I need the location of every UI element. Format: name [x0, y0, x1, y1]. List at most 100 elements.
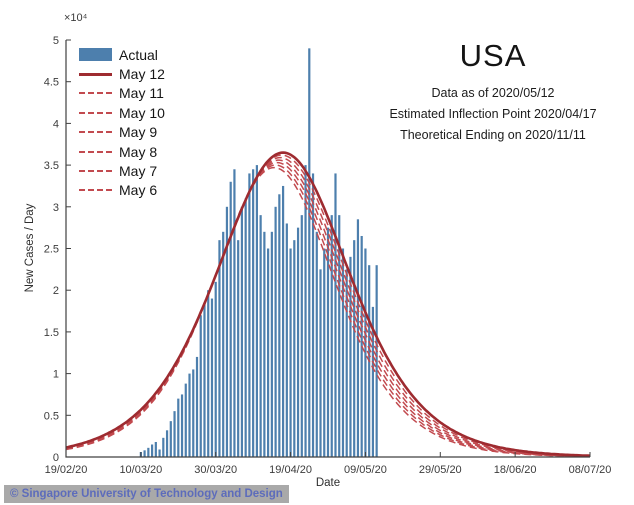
actual-bar [364, 248, 367, 457]
actual-bar [330, 215, 333, 457]
actual-bar [319, 269, 322, 457]
actual-bar [188, 373, 191, 457]
actual-bar [173, 411, 176, 457]
actual-bar [300, 215, 303, 457]
legend-item-may-7: May 7 [79, 161, 165, 180]
legend-item-may-8: May 8 [79, 142, 165, 161]
actual-bar [293, 240, 296, 457]
actual-bar [270, 231, 273, 457]
actual-bar [240, 206, 244, 457]
legend-label: May 12 [119, 66, 165, 83]
actual-bar [222, 231, 225, 457]
actual-bar [195, 356, 199, 457]
y-tick-label: 2.5 [44, 244, 59, 256]
actual-bar [323, 248, 326, 457]
legend-dashed-line-icon [79, 170, 112, 173]
model-curve-may-12 [65, 151, 591, 457]
actual-bar [252, 169, 255, 457]
legend-dashed-line-icon [79, 189, 112, 192]
actual-bar [177, 398, 180, 457]
actual-bar [334, 173, 337, 457]
model-curves [65, 151, 591, 458]
legend-label: May 7 [119, 163, 158, 180]
x-tick-label: 19/04/20 [269, 464, 312, 476]
actual-bar [229, 181, 232, 457]
actual-bar [244, 198, 247, 457]
legend-dashed-line-icon [79, 150, 112, 153]
x-tick-label: 30/03/20 [194, 464, 237, 476]
actual-bar [308, 48, 311, 458]
footer-watermark-text: © Singapore University of Technology and… [10, 488, 283, 500]
actual-bar [326, 227, 330, 457]
actual-bar [281, 185, 285, 457]
actual-bar [315, 231, 318, 457]
actual-bar [192, 369, 195, 457]
legend-label: May 6 [119, 182, 158, 199]
y-axis-label: New Cases / Day [24, 203, 36, 293]
legend-item-may-12: May 12 [79, 64, 165, 83]
actual-bar [180, 394, 184, 457]
y-tick-label: 4 [53, 118, 59, 130]
actual-bar [237, 240, 240, 457]
actual-bar [311, 173, 315, 457]
actual-bar [143, 450, 146, 457]
actual-bar [147, 447, 150, 457]
y-tick-label: 1 [53, 369, 59, 381]
actual-bar [338, 215, 341, 457]
y-tick-label: 2 [53, 285, 59, 297]
legend-label: May 8 [119, 143, 158, 160]
actual-bar [169, 421, 172, 457]
legend-item-may-10: May 10 [79, 103, 165, 122]
annotation-theoretical-ending: Theoretical Ending on 2020/11/11 [400, 128, 586, 142]
y-axis-multiplier: ×10⁴ [64, 12, 88, 24]
actual-bar [285, 223, 288, 457]
chart-title: USA [459, 38, 527, 73]
legend-dashed-line-icon [79, 92, 112, 95]
actual-bar [349, 256, 352, 457]
actual-bar [203, 302, 206, 457]
actual-bars [139, 48, 378, 458]
actual-bar [233, 169, 236, 457]
x-axis-label: Date [315, 477, 341, 489]
x-tick-label: 10/03/20 [119, 464, 162, 476]
legend-item-may-9: May 9 [79, 123, 165, 142]
x-tick-label: 08/07/20 [569, 464, 612, 476]
legend-label: May 10 [119, 104, 165, 121]
actual-bar [304, 165, 307, 457]
actual-bar [150, 444, 154, 457]
legend-dashed-line-icon [79, 111, 112, 114]
legend-label: Actual [119, 46, 158, 63]
legend-solid-line-icon [79, 72, 112, 76]
legend-item-actual: Actual [79, 45, 165, 64]
actual-bar [199, 315, 202, 457]
actual-bar [154, 441, 157, 457]
x-tick-label: 29/05/20 [419, 464, 462, 476]
actual-bar [267, 248, 270, 457]
y-tick-label: 3 [53, 202, 59, 214]
y-tick-label: 1.5 [44, 327, 59, 339]
annotation-data-as-of: Data as of 2020/05/12 [431, 86, 555, 100]
actual-bar [210, 298, 214, 457]
actual-bar [375, 265, 378, 457]
actual-bar [218, 240, 221, 457]
actual-bar [165, 430, 169, 457]
y-tick-label: 0.5 [44, 410, 59, 422]
legend-label: May 9 [119, 124, 158, 141]
actual-bar [162, 437, 165, 457]
legend: Actual May 12 May 11 May 10 May 9 May 8 May 7 M… [79, 45, 165, 200]
actual-bar [255, 165, 258, 457]
actual-bar [278, 194, 281, 458]
actual-bar [353, 240, 356, 457]
y-tick-label: 3.5 [44, 160, 59, 172]
actual-bar [184, 383, 187, 457]
actual-bar [341, 248, 345, 457]
actual-bar [345, 269, 348, 457]
legend-dashed-line-icon [79, 131, 112, 134]
legend-label: May 11 [119, 85, 164, 102]
legend-item-may-11: May 11 [79, 84, 165, 103]
actual-bar [263, 231, 266, 457]
y-tick-label: 4.5 [44, 77, 59, 89]
y-tick-label: 5 [53, 35, 59, 47]
